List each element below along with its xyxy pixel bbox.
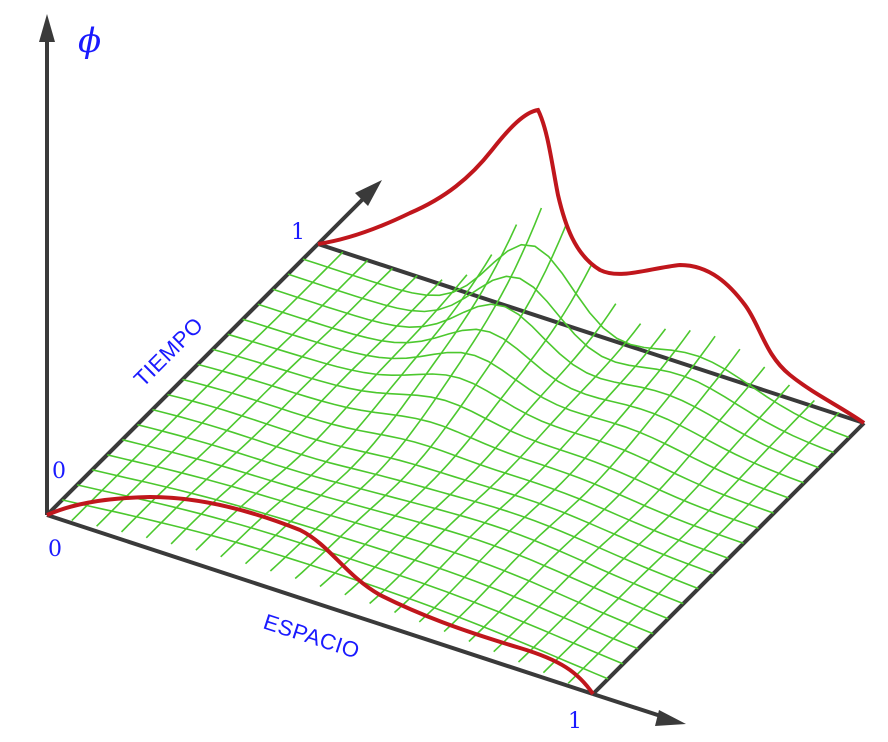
mesh-line-space xyxy=(167,393,714,575)
mesh-line-space xyxy=(137,423,684,605)
mesh-line-time xyxy=(468,348,741,643)
right-edge xyxy=(591,421,866,696)
origin-space-label: 0 xyxy=(48,537,62,562)
surface-mesh xyxy=(61,207,850,684)
mesh-line-space xyxy=(107,454,654,635)
mesh-line-time xyxy=(567,411,840,684)
mesh-line-space xyxy=(152,408,699,590)
mesh-line-space xyxy=(197,363,744,545)
mesh-line-space xyxy=(122,438,669,620)
mesh-line-space xyxy=(212,348,759,529)
mesh-line-space xyxy=(257,303,805,484)
phi-axis-arrowhead xyxy=(39,14,55,42)
mesh-line-time xyxy=(418,329,691,623)
mesh-line-time xyxy=(319,265,592,588)
mesh-line-time xyxy=(443,335,716,633)
space-axis xyxy=(46,513,594,696)
space-axis-arrowhead xyxy=(655,710,686,726)
mesh-line-space xyxy=(61,499,609,680)
mesh-line-time xyxy=(517,384,791,663)
mesh-line-space xyxy=(287,273,835,454)
mesh-line-space xyxy=(242,318,789,499)
time-end-label: 1 xyxy=(291,220,305,245)
time-axis-label: TIEMPO xyxy=(129,312,208,391)
mesh-line-time xyxy=(542,399,815,674)
back-edge xyxy=(317,242,865,425)
phi-label: ϕ xyxy=(78,21,101,61)
final-time-curve xyxy=(317,107,866,425)
origin-time-label: 0 xyxy=(52,459,66,484)
mesh-line-space xyxy=(76,484,624,665)
mesh-line-space xyxy=(302,243,850,439)
mesh-line-space xyxy=(182,378,729,560)
mesh-line-space xyxy=(92,469,639,650)
space-end-label: 1 xyxy=(568,709,582,734)
initial-condition-curve xyxy=(46,494,595,696)
space-axis-label: ESPACIO xyxy=(260,609,363,664)
time-axis-arrowhead xyxy=(355,180,382,206)
space-axis-extension xyxy=(592,692,671,721)
mesh-line-space xyxy=(272,288,820,469)
mesh-line-space xyxy=(227,333,774,514)
